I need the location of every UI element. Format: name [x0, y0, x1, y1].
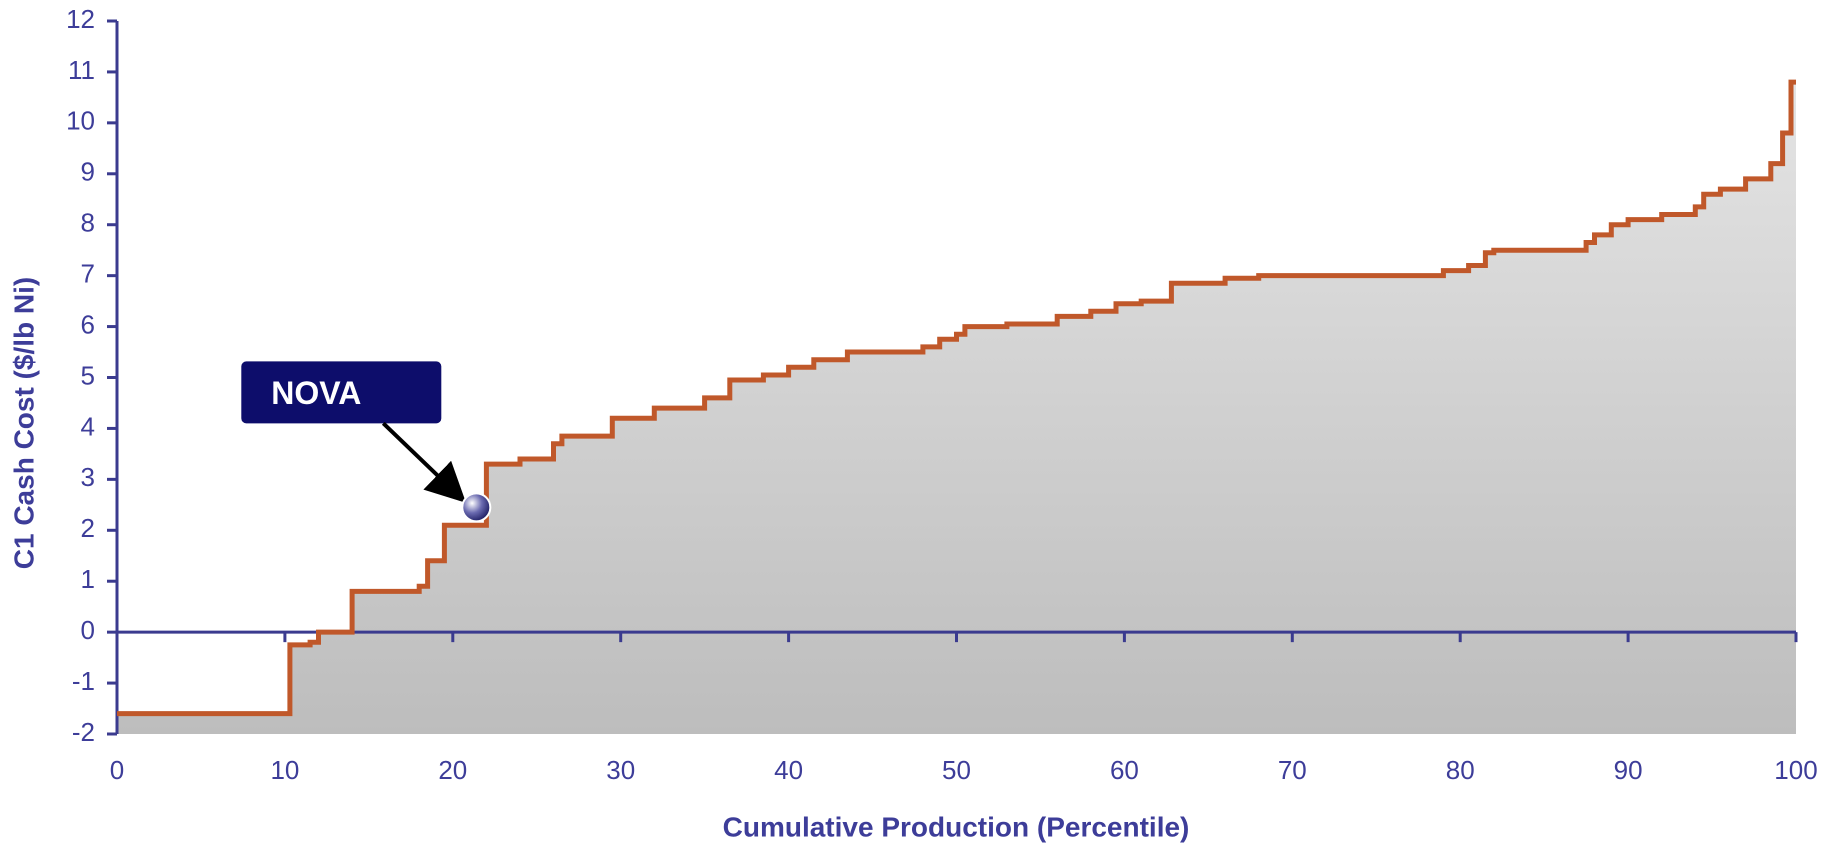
x-tick-label: 100 — [1774, 755, 1817, 785]
x-tick-label: 20 — [438, 755, 467, 785]
y-tick-label: 10 — [66, 106, 95, 136]
x-tick-label: 30 — [606, 755, 635, 785]
y-tick-label: 6 — [81, 309, 95, 339]
y-tick-label: 2 — [81, 513, 95, 543]
y-tick-label: 12 — [66, 4, 95, 34]
y-tick-label: -2 — [72, 717, 95, 747]
x-axis-title: Cumulative Production (Percentile) — [723, 811, 1190, 842]
y-tick-label: -1 — [72, 666, 95, 696]
y-tick-label: 0 — [81, 615, 95, 645]
annotation-arrow — [381, 421, 467, 503]
x-tick-label: 80 — [1446, 755, 1475, 785]
y-tick-label: 4 — [81, 411, 95, 441]
x-tick-label: 70 — [1278, 755, 1307, 785]
x-tick-label: 10 — [270, 755, 299, 785]
cost-area — [117, 82, 1796, 735]
y-axis-title: C1 Cash Cost ($/lb Ni) — [8, 277, 39, 569]
x-tick-label: 0 — [110, 755, 124, 785]
y-tick-label: 8 — [81, 208, 95, 238]
x-tick-label: 60 — [1110, 755, 1139, 785]
y-tick-label: 1 — [81, 564, 95, 594]
x-tick-label: 90 — [1614, 755, 1643, 785]
annotation-point — [461, 492, 492, 523]
y-tick-label: 7 — [81, 259, 95, 289]
x-tick-label: 50 — [942, 755, 971, 785]
annotation-label: NOVA — [271, 375, 361, 411]
y-tick-label: 11 — [68, 55, 95, 85]
x-tick-label: 40 — [774, 755, 803, 785]
y-tick-label: 3 — [81, 462, 95, 492]
y-tick-label: 5 — [81, 360, 95, 390]
cost-curve — [117, 79, 1796, 717]
annotation-box — [241, 361, 442, 424]
y-tick-label: 9 — [81, 157, 95, 187]
